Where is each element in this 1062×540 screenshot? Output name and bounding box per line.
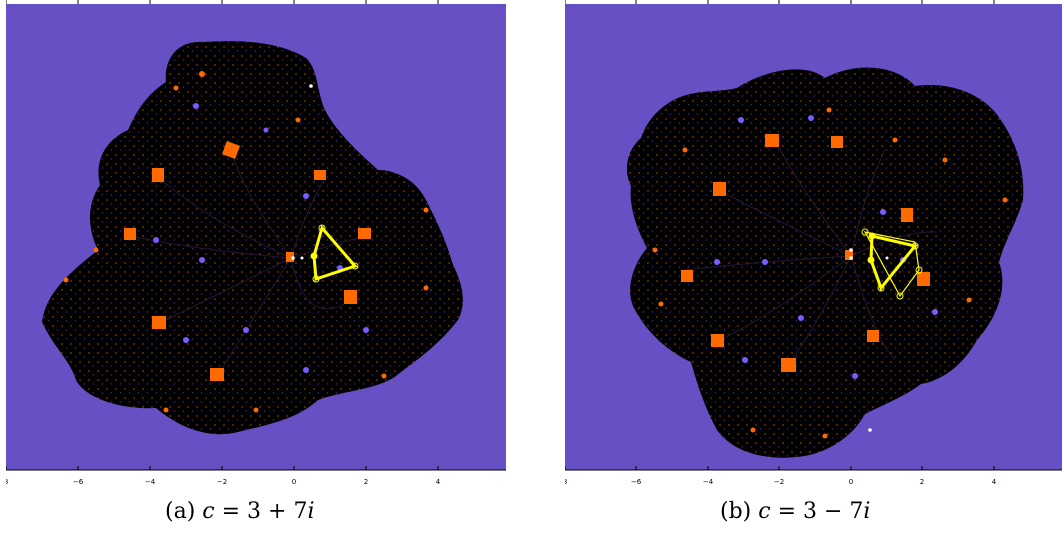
x-tick-label: −6 — [631, 478, 642, 486]
x-tick-label: −4 — [145, 478, 156, 486]
x-tick-labels-a: 8 −6 −4 −2 0 2 4 — [6, 478, 441, 486]
x-tick-label: −4 — [703, 478, 714, 486]
julia-set-b — [626, 67, 1024, 458]
caption-b: (b) c = 3 − 7i — [720, 499, 970, 524]
figure-panel-b: 8 −6 −4 −2 0 2 4 — [565, 0, 1062, 490]
figure-panel-a: 8 −6 −4 −2 0 2 4 — [6, 0, 506, 490]
x-tick-label: −6 — [73, 478, 84, 486]
x-tick-label: 4 — [436, 478, 441, 486]
caption-prefix: (a) — [165, 499, 196, 524]
x-tick-labels-b: 8 −6 −4 −2 0 2 4 — [565, 478, 997, 486]
x-tick-label: −2 — [217, 478, 227, 486]
yellow-outline-b — [861, 228, 923, 300]
x-tick-label: 2 — [364, 478, 368, 486]
white-markers-b — [849, 248, 889, 432]
x-tick-label: 4 — [992, 478, 997, 486]
x-tick-label: 0 — [292, 478, 296, 486]
x-tick-label: 8 — [565, 478, 567, 486]
caption-prefix: (b) — [720, 499, 752, 524]
bottom-ticks — [6, 466, 439, 470]
caption-variable: c — [202, 499, 215, 524]
bottom-ticks — [565, 466, 995, 470]
x-tick-label: 2 — [920, 478, 924, 486]
caption-imaginary-unit: i — [863, 499, 871, 524]
julia-set-a — [42, 41, 463, 435]
x-tick-label: 0 — [849, 478, 853, 486]
top-ticks — [565, 0, 995, 4]
caption-variable: c — [758, 499, 771, 524]
x-tick-label: 8 — [6, 478, 8, 486]
yellow-outline-a — [310, 224, 359, 283]
top-ticks — [6, 0, 439, 4]
caption-equation: = 3 + 7 — [214, 499, 308, 524]
fractal-plot-b: 8 −6 −4 −2 0 2 4 — [565, 0, 1062, 486]
white-markers-a — [291, 84, 313, 260]
fractal-plot-a: 8 −6 −4 −2 0 2 4 — [6, 0, 506, 486]
caption-a: (a) c = 3 + 7i — [165, 499, 415, 524]
caption-equation: = 3 − 7 — [770, 499, 864, 524]
x-tick-label: −2 — [774, 478, 784, 486]
caption-imaginary-unit: i — [307, 499, 315, 524]
